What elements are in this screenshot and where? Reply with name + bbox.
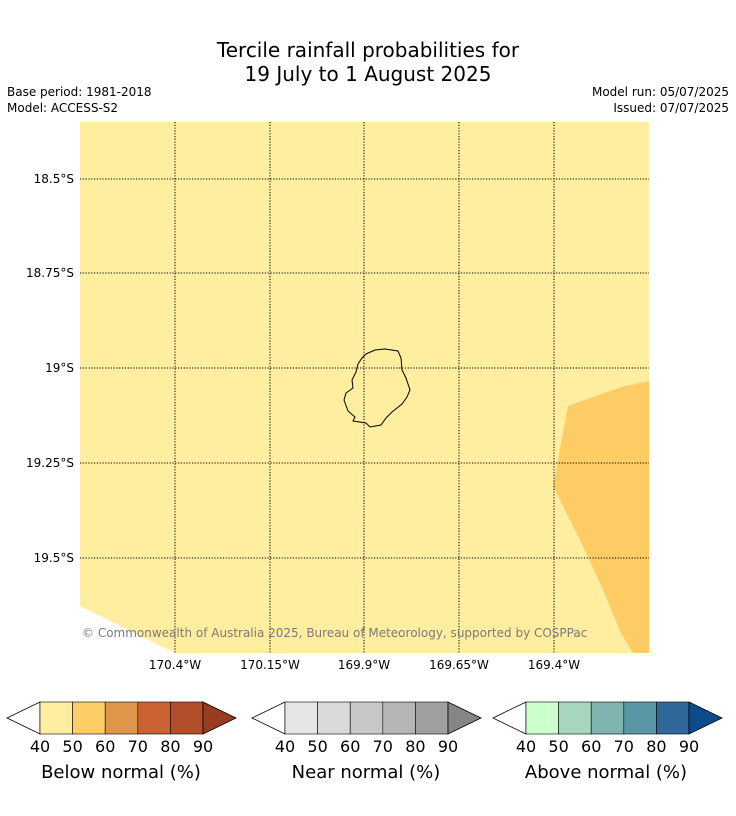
colorbar-tick-label: 50 <box>548 737 568 756</box>
colorbar-tick-label: 90 <box>679 737 699 756</box>
colorbar-swatch <box>137 701 171 735</box>
colorbar-swatch <box>349 701 384 735</box>
colorbar-tick-label: 60 <box>340 737 360 756</box>
title-line-1: Tercile rainfall probabilities for <box>216 38 520 62</box>
no-data-region <box>80 606 175 653</box>
legend-near-normal: Near normal (%) 40 50 60 70 80 90 <box>251 701 482 783</box>
model-run-label: Model run: 05/07/2025 <box>591 85 729 99</box>
base-period-label: Base period: 1981-2018 <box>7 85 152 99</box>
probability-region-50-60 <box>553 381 649 653</box>
colorbar-tick-label: 80 <box>646 737 666 756</box>
colorbar-swatch <box>558 701 592 735</box>
colorbar-tick-label: 50 <box>62 737 82 756</box>
lat-label: 18.5°S <box>34 172 74 186</box>
colorbar-tick-label: 90 <box>193 737 213 756</box>
lat-label: 19.25°S <box>26 456 74 470</box>
lat-label: 19°S <box>45 361 74 375</box>
colorbar-tick-label: 40 <box>275 737 295 756</box>
colorbar-extend-high <box>447 701 482 735</box>
legend-above-normal: Above normal (%) 40 50 60 70 80 90 <box>492 701 723 783</box>
legend-title: Near normal (%) <box>292 762 441 783</box>
colorbar-swatch <box>656 701 690 735</box>
legend-title: Below normal (%) <box>41 762 201 783</box>
colorbar-tick-label: 70 <box>614 737 634 756</box>
colorbar-tick-label: 70 <box>128 737 148 756</box>
colorbar-extend-low <box>251 701 286 735</box>
colorbar-swatch <box>415 701 449 735</box>
lon-label: 169.65°W <box>429 658 489 672</box>
colorbar-tick-label: 60 <box>581 737 601 756</box>
colorbar-tick-label: 40 <box>30 737 50 756</box>
colorbar-tick-label: 50 <box>307 737 327 756</box>
colorbar-tick-label: 90 <box>438 737 458 756</box>
lat-label: 18.75°S <box>26 266 74 280</box>
colorbar-swatch <box>317 701 351 735</box>
lat-label: 19.5°S <box>34 551 74 565</box>
colorbar-swatch <box>39 701 73 735</box>
lon-label: 169.9°W <box>338 658 390 672</box>
lon-label: 170.4°W <box>149 658 201 672</box>
meta-right: Model run: 05/07/2025 Issued: 07/07/2025 <box>592 84 729 116</box>
latitude-labels: 18.5°S 18.75°S 19°S 19.25°S 19.5°S <box>26 172 74 565</box>
colorbar-extend-low <box>6 701 41 735</box>
colorbar-swatch <box>382 701 416 735</box>
longitude-labels: 170.4°W 170.15°W 169.9°W 169.65°W 169.4°… <box>149 658 580 672</box>
colorbar-extend-low <box>492 701 527 735</box>
colorbar-tick-label: 70 <box>373 737 393 756</box>
colorbar-tick-label: 80 <box>405 737 425 756</box>
colorbar-swatch <box>623 701 657 735</box>
lon-label: 169.4°W <box>528 658 580 672</box>
colorbar-extend-high <box>202 701 237 735</box>
model-label: Model: ACCESS-S2 <box>7 101 119 115</box>
colorbar-tick-label: 40 <box>516 737 536 756</box>
graticule <box>80 122 649 653</box>
colorbar-tick-label: 60 <box>95 737 115 756</box>
colorbar-tick-label: 80 <box>160 737 180 756</box>
colorbar-swatch <box>284 701 318 735</box>
colorbar-swatch <box>72 701 106 735</box>
colorbar-extend-high <box>688 701 723 735</box>
colorbar-swatch <box>525 701 559 735</box>
colorbar-swatch <box>170 701 204 735</box>
map-panel: © Commonwealth of Australia 2025, Bureau… <box>80 122 649 653</box>
meta-left: Base period: 1981-2018 Model: ACCESS-S2 <box>7 84 152 116</box>
issued-label: Issued: 07/07/2025 <box>613 101 729 115</box>
chart-title: Tercile rainfall probabilities for 19 Ju… <box>0 38 736 86</box>
legend-title: Above normal (%) <box>525 762 687 783</box>
colorbar-swatch <box>104 701 139 735</box>
colorbar-swatch <box>590 701 625 735</box>
legend-below-normal: Below normal (%) 40 50 60 70 80 90 <box>6 701 237 783</box>
credit-text: © Commonwealth of Australia 2025, Bureau… <box>82 626 587 640</box>
island-outline <box>343 348 411 428</box>
title-line-2: 19 July to 1 August 2025 <box>244 62 492 86</box>
lon-label: 170.15°W <box>240 658 300 672</box>
